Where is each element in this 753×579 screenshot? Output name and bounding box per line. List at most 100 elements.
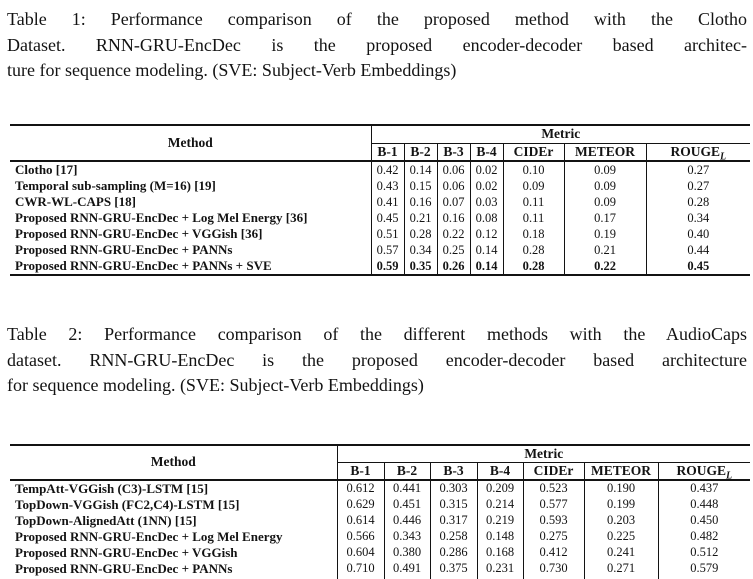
metric-value-cell: 0.491 [383,560,430,577]
metric-value-cell: 0.08 [469,210,503,226]
metric-value-cell: 0.612 [336,479,384,497]
table-row: Proposed RNN-GRU-EncDec + Log Mel Energy… [10,210,751,226]
metric-value-cell: 0.730 [522,560,584,577]
table-row: TopDown-AlignedAtt (1NN) [15] 0.614 0.44… [10,512,751,529]
table-row: Proposed RNN-GRU-EncDec + PANNs 0.57 0.3… [10,242,751,258]
rouge-column-header: ROUGEL [645,143,751,162]
metric-value-cell: 0.27 [645,161,751,178]
metric-value-cell: 0.15 [403,178,437,194]
metric-value-cell: 0.21 [563,242,646,258]
method-cell: Proposed RNN-GRU-EncDec + PANNs [15,560,233,576]
metric-column-header: CIDEr [502,143,564,162]
caption-line: Table 2: Performance comparison of the d… [7,324,747,344]
metric-column-header: B-1 [370,143,404,162]
metric-value-cell: 0.16 [403,194,437,210]
metric-value-cell: 0.18 [502,226,564,242]
metric-value-cell: 0.03 [469,194,503,210]
table-header-row: Method Metric [10,124,751,162]
metric-value-cell: 0.450 [657,512,751,529]
metric-value-cell: 0.446 [383,512,430,529]
metric-value-cell: 0.35 [403,258,437,275]
method-cell: Proposed RNN-GRU-EncDec + PANNs + SVE [10,577,337,579]
metric-value-cell: 0.28 [502,258,564,275]
metric-value-cell: 0.287 [583,576,658,579]
metric-value-cell: 0.214 [476,496,523,513]
rouge-subscript: L [720,151,727,161]
metric-value-cell: 0.22 [436,226,470,242]
table-row: Temporal sub-sampling (M=16) [19] 0.43 0… [10,178,751,194]
table-row-best: Proposed RNN-GRU-EncDec + PANNs + SVE 0.… [10,258,751,275]
metric-value-cell: 0.493 [383,576,430,579]
rouge-column-header: ROUGEL [657,462,751,481]
metric-value-cell: 0.275 [522,528,584,545]
metric-value-cell: 0.11 [502,194,564,210]
method-cell: Proposed RNN-GRU-EncDec + Log Mel Energy [15,528,283,544]
method-column-header: Method [10,124,371,162]
table-subheader-row: B-1 B-2 B-3 B-4 CIDEr METEOR ROUGEL [10,143,751,162]
metric-value-cell: 0.09 [563,194,646,210]
metric-value-cell: 0.412 [522,544,584,561]
metric-value-cell: 0.43 [370,178,404,194]
metric-column-header: B-2 [403,143,437,162]
metric-value-cell: 0.11 [502,210,564,226]
metric-column-header: B-4 [476,462,523,481]
metric-value-cell: 0.241 [583,544,658,561]
table-row: Proposed RNN-GRU-EncDec + VGGish [36] 0.… [10,226,751,242]
table-row: TempAtt-VGGish (C3)-LSTM [15] 0.612 0.44… [10,479,751,497]
metric-value-cell: 0.258 [429,528,477,545]
method-cell: Proposed RNN-GRU-EncDec + PANNs [15,242,233,257]
metric-value-cell: 0.441 [383,479,430,497]
method-cell: Proposed RNN-GRU-EncDec + PANNs + SVE [15,258,272,273]
metric-value-cell: 0.26 [436,258,470,275]
method-cell: TopDown-VGGish (FC2,C4)-LSTM [15] [15,496,240,512]
metric-value-cell: 0.231 [476,560,523,577]
metric-value-cell: 0.41 [370,194,404,210]
metric-column-header: CIDEr [522,462,584,481]
metric-column-header: B-4 [469,143,503,162]
results-table-audiocaps: Method Metric B-1 B-2 B-3 B-4 CIDEr METE… [10,443,751,579]
method-cell: CWR-WL-CAPS [18] [15,194,136,209]
table-header-row: Method Metric [10,444,751,481]
metric-value-cell: 0.22 [563,258,646,275]
method-cell: Proposed RNN-GRU-EncDec + Log Mel Energy… [15,210,308,225]
metric-value-cell: 0.09 [563,178,646,194]
method-cell: TempAtt-VGGish (C3)-LSTM [15] [15,480,209,496]
metric-value-cell: 0.06 [436,161,470,178]
table-row: Proposed RNN-GRU-EncDec + VGGish 0.604 0… [10,544,751,561]
caption-line: Dataset. RNN-GRU-EncDec is the proposed … [7,34,747,55]
metric-value-cell: 0.168 [476,544,523,561]
metric-value-cell: 0.566 [336,528,384,545]
metric-value-cell: 0.34 [645,210,751,226]
metric-value-cell: 0.523 [522,479,584,497]
caption-line: for sequence modeling. (SVE: Subject-Ver… [7,375,424,395]
metric-value-cell: 0.02 [469,161,503,178]
metric-group-header: Metric [336,444,751,463]
method-column-header: Method [10,444,337,481]
results-table-clotho: Method Metric B-1 B-2 B-3 B-4 CIDEr METE… [10,123,751,276]
metric-value-cell: 0.750 [522,576,584,579]
method-cell: TopDown-AlignedAtt (1NN) [15] [15,512,197,528]
metric-value-cell: 0.579 [657,560,751,577]
metric-value-cell: 0.14 [403,161,437,178]
method-cell: Proposed RNN-GRU-EncDec + VGGish [36] [15,226,263,241]
metric-value-cell: 0.303 [429,479,477,497]
metric-value-cell: 0.34 [403,242,437,258]
metric-value-cell: 0.14 [469,258,503,275]
table-row: CWR-WL-CAPS [18] 0.41 0.16 0.07 0.03 0.1… [10,194,751,210]
metric-value-cell: 0.190 [583,479,658,497]
metric-column-header: B-3 [436,143,470,162]
metric-value-cell: 0.380 [383,544,430,561]
metric-value-cell: 0.375 [429,560,477,577]
table2-caption: Table 2: Performance comparison of the d… [7,322,747,399]
metric-value-cell: 0.577 [522,496,584,513]
metric-value-cell: 0.25 [436,242,470,258]
metric-value-cell: 0.12 [469,226,503,242]
metric-column-header: METEOR [583,462,658,481]
metric-value-cell: 0.28 [403,226,437,242]
rouge-subscript: L [726,470,733,480]
metric-value-cell: 0.42 [370,161,404,178]
metric-value-cell: 0.28 [645,194,751,210]
caption-line: ture for sequence modeling. (SVE: Subjec… [7,60,457,80]
metric-value-cell: 0.315 [429,496,477,513]
